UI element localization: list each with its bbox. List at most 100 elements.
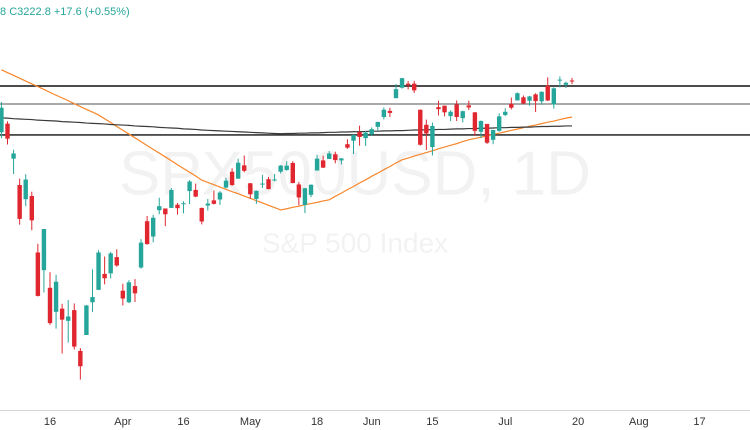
candle-body [66, 316, 71, 321]
candle-body [278, 165, 283, 172]
candle-body [381, 109, 387, 117]
candle-body [163, 208, 168, 215]
candle-body [418, 109, 423, 145]
candle-body [84, 305, 89, 336]
candle-body [144, 221, 150, 245]
candle-body [59, 308, 65, 320]
x-tick-label: May [240, 416, 261, 428]
candle-body [235, 162, 241, 179]
x-tick-label: 16 [177, 416, 189, 428]
candle-body [90, 297, 95, 303]
candle-body [314, 158, 320, 171]
candle-body [199, 207, 204, 222]
candle-body [357, 132, 362, 137]
x-tick-label: 16 [44, 416, 56, 428]
candle-body [333, 154, 338, 161]
candle-body [266, 179, 271, 190]
candle-body [102, 273, 107, 279]
candle-body [448, 111, 453, 117]
candle-body [138, 242, 144, 268]
candle-body [551, 88, 557, 105]
x-tick-label: 15 [426, 416, 438, 428]
candle-body [78, 350, 83, 367]
candle-body [284, 165, 289, 170]
candle-body [0, 107, 4, 133]
x-tick-label: Apr [114, 416, 131, 428]
candle-body [5, 123, 10, 139]
candle-body [223, 180, 229, 188]
candle-body [248, 183, 253, 195]
candle-body [217, 192, 223, 200]
candle-body [120, 290, 126, 299]
candle-body [369, 129, 374, 135]
candle-body [132, 286, 138, 294]
candle-body [496, 116, 502, 131]
candle-body [533, 94, 538, 102]
candle-body [405, 83, 411, 86]
candle-body [411, 83, 417, 91]
candle-body [242, 165, 247, 171]
candle-body [302, 188, 308, 205]
candle-body [193, 189, 198, 197]
moving-average-line [1, 69, 573, 211]
candle-body [472, 112, 478, 131]
candle-body [205, 203, 211, 206]
candle-body [539, 91, 544, 102]
candle-body [29, 196, 34, 221]
candle-body [442, 105, 447, 113]
candle-body [35, 252, 41, 296]
candle-body [424, 124, 429, 134]
candle-body [563, 82, 569, 85]
candle-body [211, 200, 217, 204]
candle-body [72, 310, 77, 347]
candle-body [503, 111, 508, 115]
candle-body [114, 257, 119, 266]
candle-body [290, 163, 295, 183]
candle-body [169, 189, 174, 208]
candle-body [53, 281, 59, 312]
candle-body [569, 80, 575, 82]
candle-body [327, 153, 332, 159]
candle-body [41, 229, 47, 271]
candle-body [254, 190, 259, 199]
candle-body [157, 206, 162, 211]
candle-body [23, 179, 28, 200]
plot-area [0, 69, 750, 380]
candle-body [260, 183, 265, 185]
x-tick-label: 20 [572, 416, 584, 428]
candle-body [484, 123, 490, 143]
candle-body [363, 132, 368, 139]
candle-body [11, 153, 16, 159]
candle-body [454, 104, 459, 117]
watermark-symbol: SPX500USD, 1D [119, 139, 591, 208]
candle-body [521, 97, 526, 104]
candle-body [175, 204, 180, 209]
candle-body [466, 105, 472, 108]
candle-body [187, 181, 192, 192]
candle-body [393, 89, 399, 99]
ohlc-header: .8 C3222.8 +17.6 (+0.55%) [0, 6, 130, 18]
candle-body [96, 252, 101, 290]
x-tick-label: Jun [363, 416, 381, 428]
x-tick-label: 18 [311, 416, 323, 428]
x-tick-label: 17 [693, 416, 705, 428]
candle-body [527, 96, 532, 101]
candle-body [272, 179, 277, 181]
candle-body [387, 110, 393, 113]
candle-body [509, 103, 514, 108]
candle-body [478, 121, 484, 132]
candle-body [126, 282, 132, 303]
candle-body [181, 203, 186, 205]
candle-body [436, 107, 441, 110]
candle-body [308, 184, 314, 195]
candle-body [515, 93, 520, 101]
candle-body [150, 217, 156, 237]
candle-body [229, 171, 235, 186]
x-tick-label: Aug [629, 416, 649, 428]
candle-body [17, 185, 22, 219]
candle-body [460, 111, 465, 119]
candle-body [399, 78, 405, 88]
candle-body [430, 125, 435, 148]
